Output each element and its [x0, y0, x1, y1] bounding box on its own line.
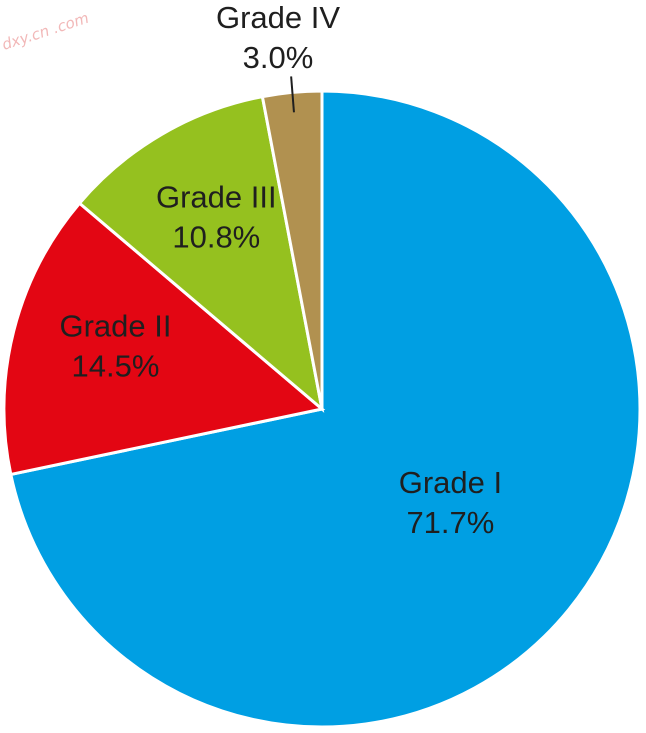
pie-slice-grade-ii: [2, 201, 326, 477]
pie-slices: [2, 89, 642, 729]
pie-slice-grade-iii: [77, 94, 325, 413]
grade-iv-leader-line: [290, 76, 295, 113]
slice-value-label-grade-i: 71.7%: [406, 505, 494, 540]
slice-value-label-grade-iv: 3.0%: [243, 40, 314, 75]
pie-labels: Grade I 71.7% Grade II 14.5% Grade III 10.8% G…: [59, 0, 502, 540]
slice-category-label-grade-iii: Grade III: [156, 180, 277, 215]
slice-category-label-grade-i: Grade I: [399, 465, 502, 500]
slice-value-label-grade-ii: 14.5%: [72, 349, 160, 384]
slice-value-label-grade-iii: 10.8%: [172, 220, 260, 255]
slice-category-label-grade-ii: Grade II: [59, 309, 171, 344]
slice-category-label-grade-iv: Grade IV: [216, 0, 340, 35]
watermark: dxy.cn .com: [0, 9, 91, 54]
pie-slice-grade-i: [9, 89, 642, 729]
